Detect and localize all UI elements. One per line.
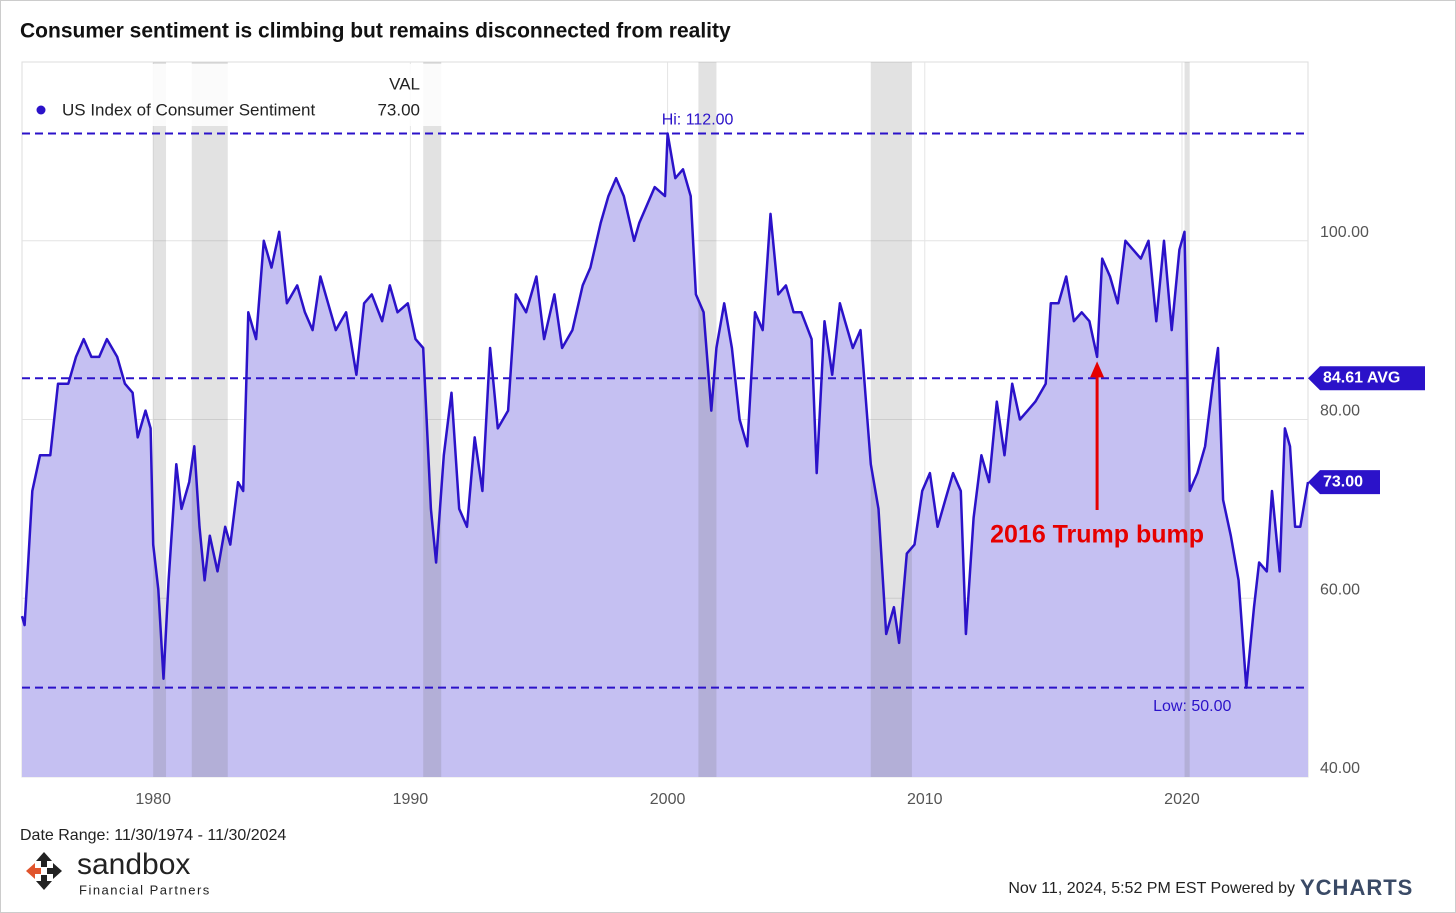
x-tick-label: 2010 — [907, 791, 943, 808]
logo-icon — [26, 852, 62, 890]
x-tick-label: 2020 — [1164, 791, 1200, 808]
y-tick-label: 80.00 — [1320, 403, 1360, 420]
brand: sandbox — [77, 848, 190, 881]
x-tick-label: 1980 — [135, 791, 171, 808]
date-range: Date Range: 11/30/1974 - 11/30/2024 — [20, 827, 286, 844]
brand-sub: Financial Partners — [79, 882, 211, 897]
recession-band — [423, 62, 442, 777]
timestamp: Nov 11, 2024, 5:52 PM EST Powered by — [1008, 880, 1295, 897]
annotation: 2016 Trump bump — [990, 521, 1204, 549]
legend-bg — [24, 64, 452, 126]
recession-band — [153, 62, 167, 777]
legend-swatch — [36, 105, 46, 115]
avg-label: 84.61 AVG — [1323, 370, 1400, 387]
recession-band — [870, 62, 912, 777]
line — [20, 132, 1310, 689]
annotation-arrowhead — [1090, 361, 1105, 378]
y-tick-label: 60.00 — [1320, 581, 1360, 598]
low-label: Low: 50.00 — [1153, 698, 1231, 715]
x-tick-label: 1990 — [393, 791, 429, 808]
last-tag — [1308, 470, 1380, 495]
recession-band — [191, 62, 228, 777]
y-tick-label: 100.00 — [1320, 224, 1369, 241]
y-tick-label: 40.00 — [1320, 760, 1360, 777]
ycharts: YCHARTS — [1300, 875, 1413, 900]
legend-value: 73.00 — [377, 100, 420, 119]
area — [22, 133, 1308, 777]
legend-name: US Index of Consumer Sentiment — [62, 100, 316, 119]
chart-title: Consumer sentiment is climbing but remai… — [20, 20, 731, 43]
hi-label: Hi: 112.00 — [662, 112, 734, 129]
last-label: 73.00 — [1323, 473, 1363, 490]
recession-band — [698, 62, 717, 777]
legend-header: VAL — [389, 74, 420, 93]
x-tick-label: 2000 — [650, 791, 686, 808]
avg-tag — [1308, 366, 1425, 391]
